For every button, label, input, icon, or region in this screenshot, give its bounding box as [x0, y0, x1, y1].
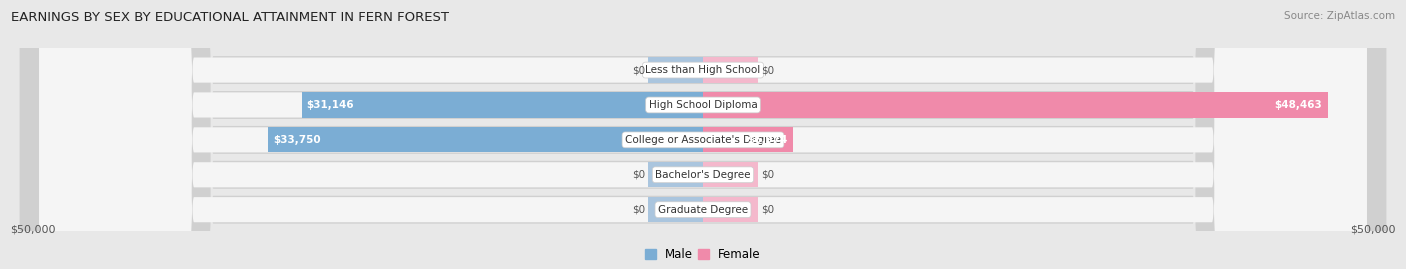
Text: $31,146: $31,146: [307, 100, 354, 110]
Bar: [703, 127, 793, 153]
Text: $48,463: $48,463: [1275, 100, 1323, 110]
Bar: [301, 93, 703, 118]
FancyBboxPatch shape: [39, 0, 1367, 269]
FancyBboxPatch shape: [20, 0, 1386, 269]
Bar: [703, 93, 1327, 118]
Bar: [703, 58, 758, 83]
Text: Source: ZipAtlas.com: Source: ZipAtlas.com: [1284, 11, 1395, 21]
Text: $50,000: $50,000: [10, 225, 56, 235]
Text: EARNINGS BY SEX BY EDUCATIONAL ATTAINMENT IN FERN FOREST: EARNINGS BY SEX BY EDUCATIONAL ATTAINMEN…: [11, 11, 450, 24]
Text: $0: $0: [761, 170, 775, 180]
FancyBboxPatch shape: [20, 0, 1386, 269]
FancyBboxPatch shape: [20, 0, 1386, 269]
Bar: [703, 197, 758, 222]
Text: College or Associate's Degree: College or Associate's Degree: [626, 135, 780, 145]
Text: Bachelor's Degree: Bachelor's Degree: [655, 170, 751, 180]
Bar: [703, 162, 758, 187]
FancyBboxPatch shape: [39, 0, 1367, 269]
Text: $0: $0: [631, 170, 645, 180]
FancyBboxPatch shape: [39, 0, 1367, 269]
Text: $0: $0: [761, 205, 775, 215]
Text: Less than High School: Less than High School: [645, 65, 761, 75]
Bar: [648, 58, 703, 83]
Text: $50,000: $50,000: [1350, 225, 1396, 235]
FancyBboxPatch shape: [39, 0, 1367, 269]
Text: High School Diploma: High School Diploma: [648, 100, 758, 110]
Text: $33,750: $33,750: [273, 135, 321, 145]
Text: $0: $0: [631, 65, 645, 75]
Bar: [648, 197, 703, 222]
Text: $0: $0: [631, 205, 645, 215]
FancyBboxPatch shape: [20, 0, 1386, 269]
Text: $6,974: $6,974: [748, 135, 787, 145]
Bar: [648, 162, 703, 187]
Bar: [269, 127, 703, 153]
Legend: Male, Female: Male, Female: [641, 243, 765, 266]
Text: $0: $0: [761, 65, 775, 75]
Text: Graduate Degree: Graduate Degree: [658, 205, 748, 215]
FancyBboxPatch shape: [39, 0, 1367, 269]
FancyBboxPatch shape: [20, 0, 1386, 269]
